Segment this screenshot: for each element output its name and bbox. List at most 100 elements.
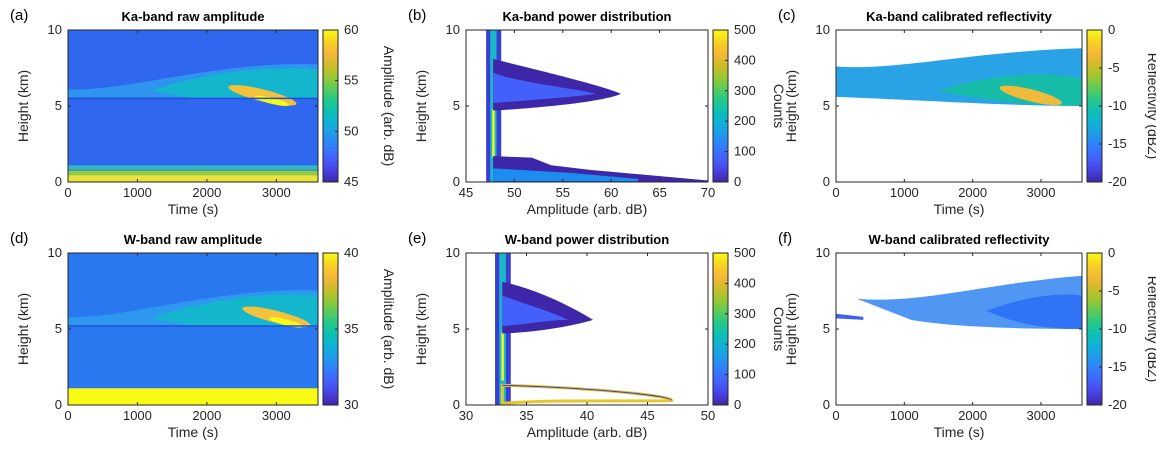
colorbar-label: Amplitude (arb. dB) (381, 46, 397, 167)
y-axis-label: Height (km) (413, 293, 429, 365)
noise-background (68, 30, 318, 182)
x-tick-label: 30 (459, 408, 473, 423)
y-tick-label: 5 (823, 321, 830, 336)
colorbar-tick-label: 500 (734, 22, 756, 37)
plot-area (836, 30, 1082, 182)
x-tick-label: 3000 (262, 408, 291, 423)
colorbar-tick-label: 300 (734, 83, 756, 98)
colorbar-tick-label: 30 (344, 397, 358, 412)
colorbar-tick-label: 400 (734, 275, 756, 290)
colorbar-frame (322, 29, 339, 183)
x-axis-label: Amplitude (arb. dB) (527, 424, 648, 440)
x-tick-label: 50 (507, 185, 521, 200)
colorbar (323, 253, 338, 405)
x-tick-label: 0 (832, 408, 839, 423)
colorbar-tick-label: 200 (734, 113, 756, 128)
y-tick-label: 0 (823, 174, 830, 189)
colorbar-tick-label: -15 (1108, 136, 1127, 151)
x-tick-label: 60 (604, 185, 618, 200)
surface-tail-core (493, 168, 639, 182)
panel-letter: (c) (778, 7, 796, 24)
plot-area (466, 30, 708, 182)
y-tick-label: 0 (453, 397, 460, 412)
y-axis-label: Height (km) (15, 293, 31, 365)
x-tick-label: 40 (580, 408, 594, 423)
x-tick-label: 3000 (1027, 185, 1056, 200)
panel-letter: (d) (10, 230, 28, 247)
noise-column-peak (492, 109, 495, 158)
x-tick-label: 55 (556, 185, 570, 200)
y-tick-label: 10 (816, 245, 830, 260)
y-tick-label: 0 (453, 174, 460, 189)
cloud-tail-core (493, 72, 596, 103)
plot-background (836, 253, 1082, 405)
noise-column-peak (501, 332, 504, 381)
y-axis-label: Height (km) (15, 70, 31, 142)
colorbar-tick-label: 0 (734, 397, 741, 412)
colorbar-label: Counts (771, 84, 787, 128)
y-tick-label: 10 (48, 22, 62, 37)
colorbar-tick-label: 55 (344, 73, 358, 88)
cloud-echo-core (986, 294, 1082, 329)
y-tick-label: 5 (453, 321, 460, 336)
cloud-core (151, 68, 318, 99)
colorbar-tick-label: 300 (734, 306, 756, 321)
panel-title: Ka-band raw amplitude (121, 9, 264, 24)
cloud-peak-max (268, 317, 303, 328)
x-tick-label: 2000 (958, 408, 987, 423)
x-tick-label: 2000 (192, 185, 221, 200)
clutter-band (68, 170, 318, 176)
y-tick-label: 0 (823, 397, 830, 412)
y-tick-label: 10 (48, 245, 62, 260)
y-axis-label: Height (km) (783, 293, 799, 365)
plot-area (68, 253, 318, 405)
panel-f: 0 1000 2000 3000 0 5 10 W-band calibrated refle… (778, 230, 1156, 440)
colorbar-label: Reflectivity (dBZ) (1145, 276, 1156, 383)
panel-letter: (f) (778, 230, 792, 247)
y-tick-label: 10 (446, 22, 460, 37)
surface-tail-edge (502, 384, 673, 401)
panel-title: Ka-band power distribution (503, 9, 672, 24)
colorbar-tick-label: 0 (1108, 22, 1115, 37)
plot-area (68, 30, 318, 182)
colorbar-tick-label: 0 (1108, 245, 1115, 260)
cloud-echo-fragment (836, 313, 864, 320)
x-tick-label: 65 (652, 185, 666, 200)
colorbar (1087, 30, 1102, 182)
x-tick-label: 45 (640, 408, 654, 423)
y-tick-label: 5 (55, 321, 62, 336)
colorbar-tick-label: 200 (734, 336, 756, 351)
colorbar-tick-label: 60 (344, 22, 358, 37)
colorbar-tick-label: 100 (734, 367, 756, 382)
x-tick-label: 1000 (123, 408, 152, 423)
colorbar (1087, 253, 1102, 405)
colorbar-tick-label: -5 (1108, 60, 1120, 75)
colorbar-label: Reflectivity (dBZ) (1145, 53, 1156, 160)
x-axis-label: Amplitude (arb. dB) (527, 201, 648, 217)
panel-letter: (a) (10, 7, 28, 24)
x-tick-label: 35 (519, 408, 533, 423)
x-tick-label: 0 (64, 185, 71, 200)
colorbar-tick-label: 40 (344, 245, 358, 260)
x-axis-label: Time (s) (168, 424, 219, 440)
y-tick-label: 10 (816, 22, 830, 37)
x-axis-label: Time (s) (934, 201, 985, 217)
x-tick-label: 0 (832, 185, 839, 200)
colorbar-tick-label: 45 (344, 174, 358, 189)
panel-title: W-band calibrated reflectivity (868, 232, 1050, 247)
panel-title: W-band power distribution (505, 232, 669, 247)
x-tick-label: 1000 (890, 408, 919, 423)
colorbar-tick-label: 500 (734, 245, 756, 260)
panel-a: 0 1000 2000 3000 0 5 10 Ka-band raw amplitude (a… (10, 7, 397, 217)
plot-area (466, 253, 708, 405)
cloud-echo-peak (999, 85, 1062, 106)
clutter-band (68, 165, 318, 170)
y-tick-label: 5 (55, 98, 62, 113)
colorbar-label: Counts (771, 307, 787, 351)
x-tick-label: 1000 (890, 185, 919, 200)
panel-letter: (b) (408, 7, 426, 24)
cloud-tail-core (502, 295, 569, 326)
colorbar-tick-label: -5 (1108, 283, 1120, 298)
colorbar-tick-label: 0 (734, 174, 741, 189)
